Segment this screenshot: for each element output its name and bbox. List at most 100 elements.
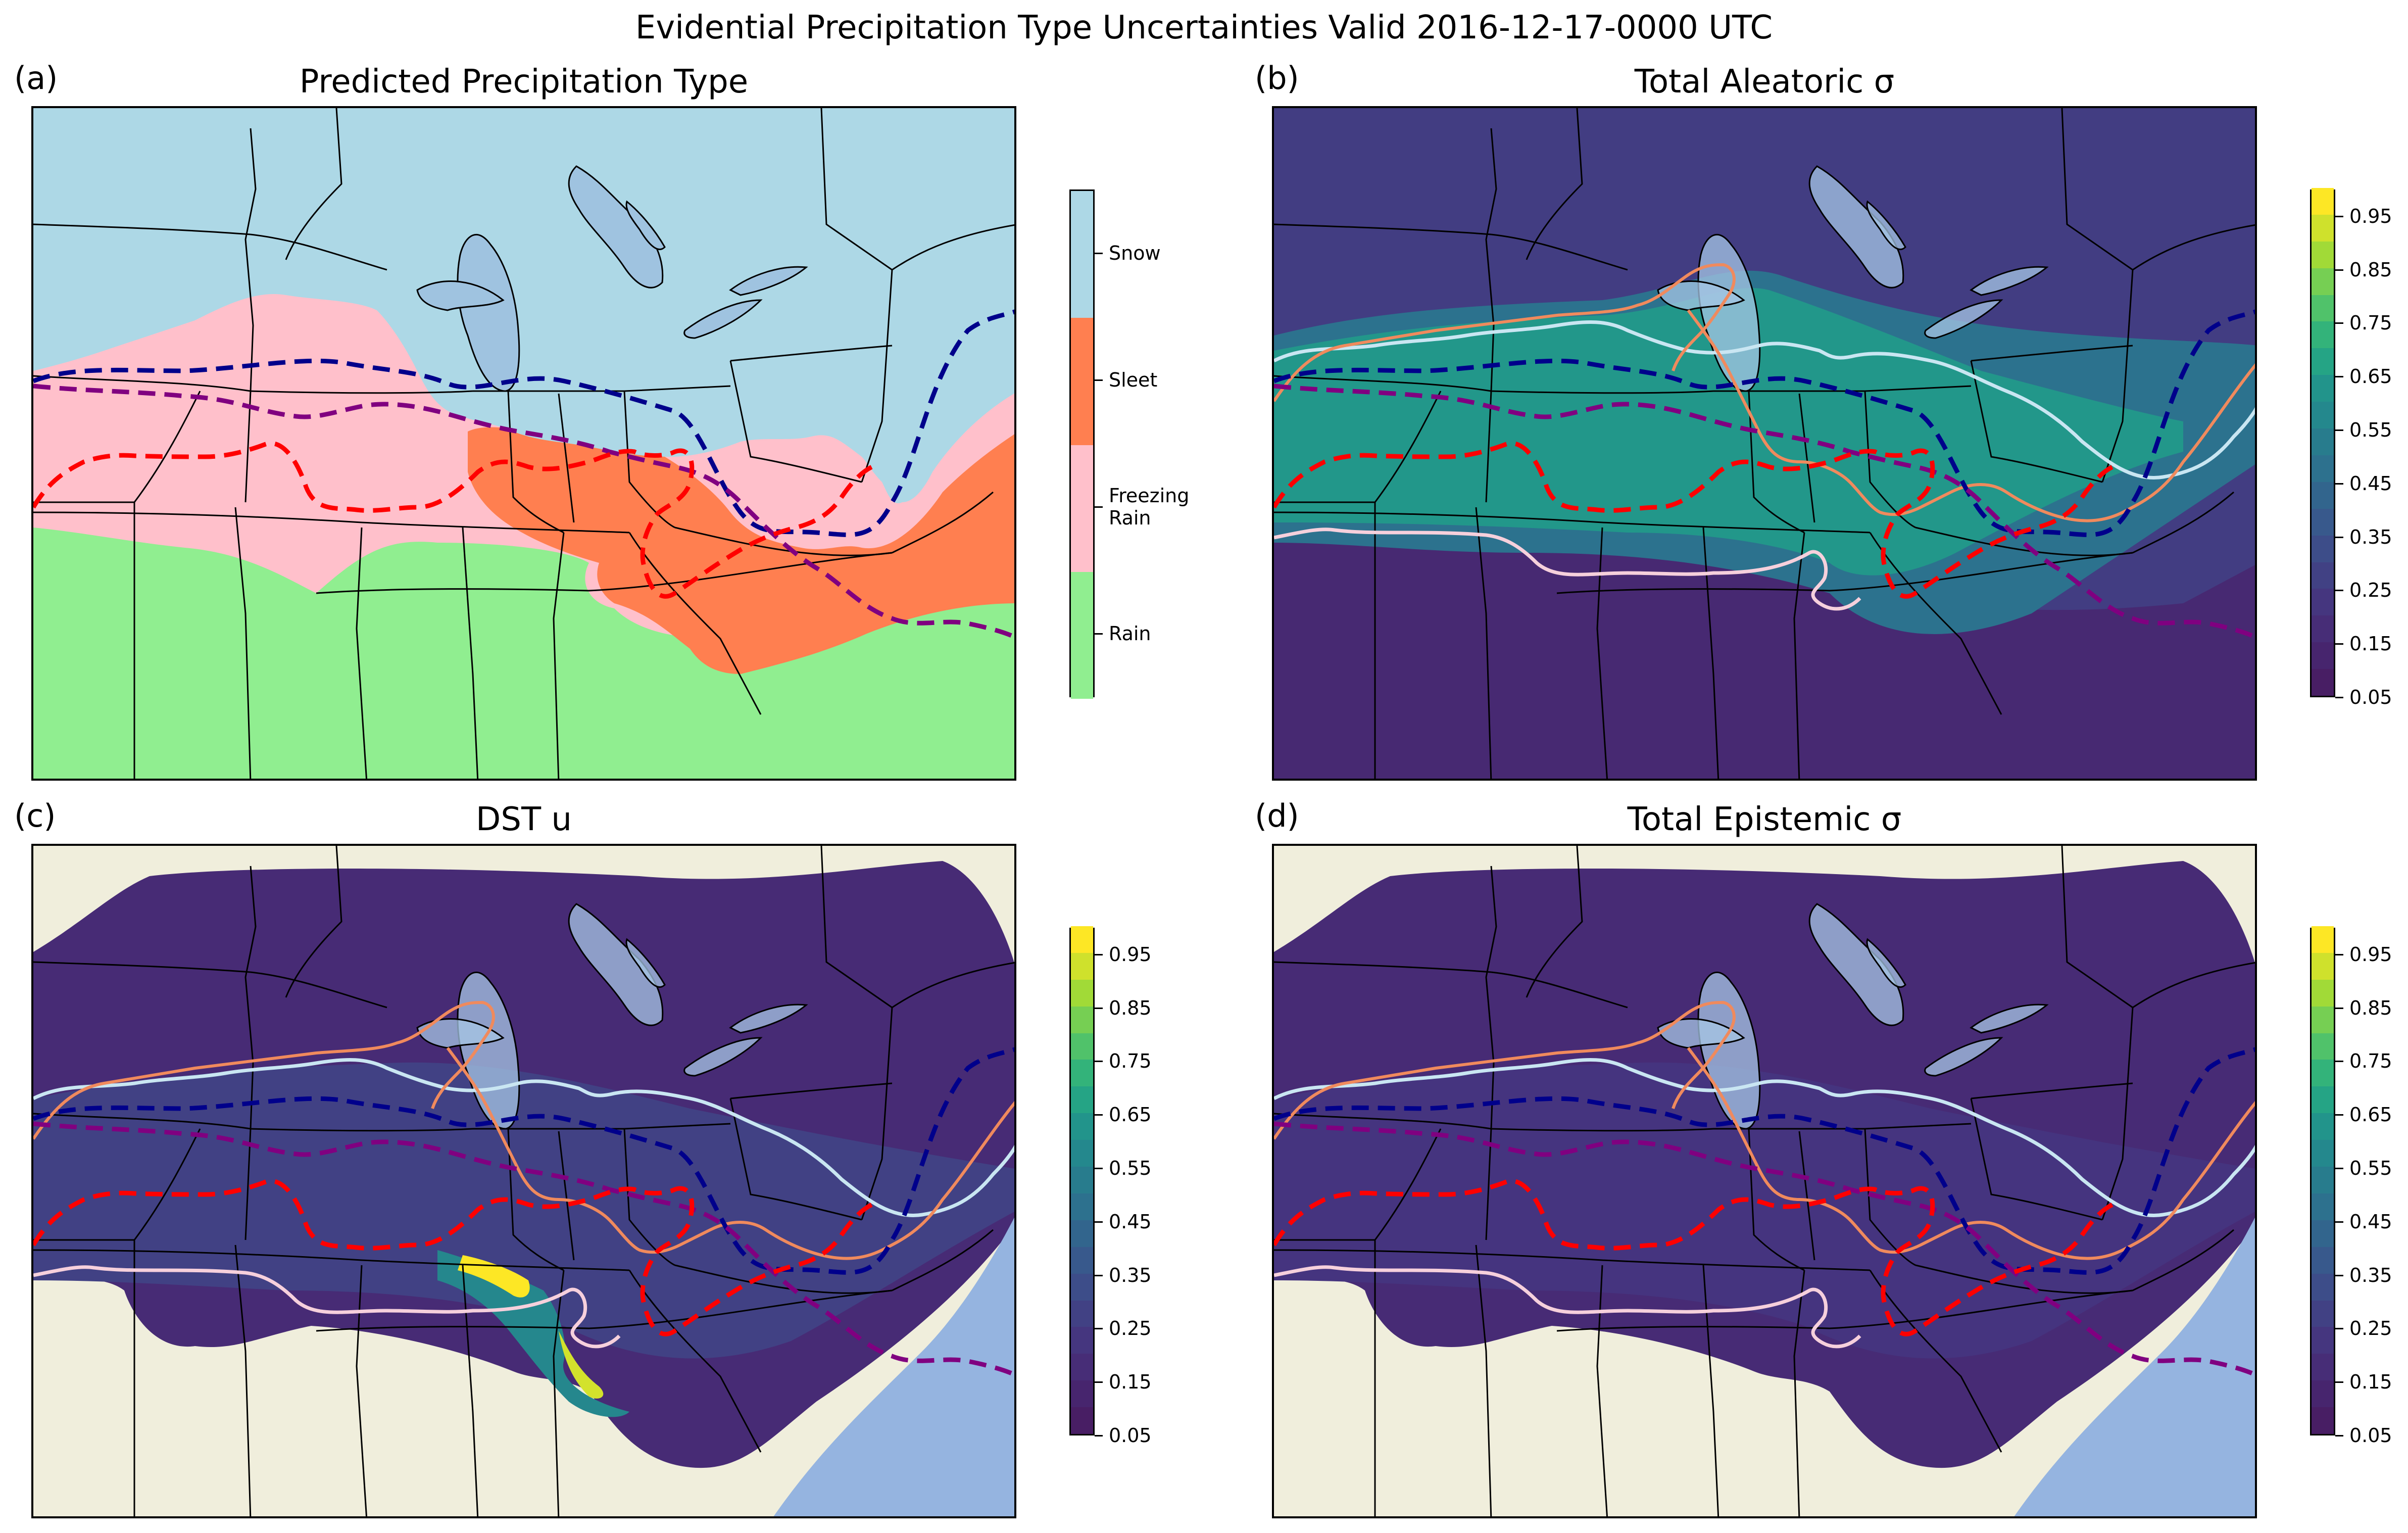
colorbar-segment-snow bbox=[1071, 191, 1093, 318]
state-boundary bbox=[1864, 1128, 1916, 1266]
panel-a-map bbox=[31, 106, 1016, 781]
colorbar-tick-label: 0.15 bbox=[1109, 1371, 1152, 1394]
colorbar-tick-label: 0.85 bbox=[2349, 258, 2392, 281]
great-lake bbox=[625, 200, 666, 251]
state-boundary bbox=[1702, 1265, 1719, 1516]
sleet-boundary-line bbox=[1274, 1000, 1736, 1140]
state-boundary bbox=[892, 491, 994, 554]
state-boundary bbox=[1556, 552, 2133, 594]
state-boundary bbox=[861, 269, 893, 483]
colorbar-level bbox=[2312, 241, 2334, 268]
colorbar-level bbox=[2312, 1006, 2334, 1033]
panel-b-title: Total Aleatoric σ bbox=[1634, 63, 1895, 101]
colorbar-level bbox=[2312, 295, 2334, 322]
great-lake bbox=[457, 233, 520, 392]
epistemic-field-map bbox=[1274, 846, 2255, 1516]
colorbar-level bbox=[2312, 1139, 2334, 1167]
freezing-rain-boundary-line bbox=[1274, 1265, 1861, 1349]
great-lake bbox=[1924, 1037, 2003, 1077]
state-boundary bbox=[2061, 846, 2133, 1009]
colorbar-tick-label: 0.45 bbox=[2349, 1210, 2392, 1233]
colorbar-level bbox=[1071, 979, 1093, 1007]
freezing-line-navy bbox=[33, 1047, 1014, 1275]
panel-d-title: Total Epistemic σ bbox=[1627, 801, 1902, 838]
colorbar-level bbox=[1071, 1380, 1093, 1408]
state-boundary bbox=[1970, 1098, 2103, 1221]
colorbar-level bbox=[2312, 348, 2334, 375]
state-boundary bbox=[729, 1098, 862, 1221]
panel-c-title: DST u bbox=[476, 801, 572, 838]
great-lake bbox=[683, 299, 763, 339]
great-lake bbox=[1866, 938, 1906, 988]
colorbar-category-label: Rain bbox=[1109, 622, 1151, 645]
panel-c-letter: (c) bbox=[14, 797, 56, 834]
aleatoric-field-map bbox=[1274, 108, 2255, 779]
state-boundary bbox=[1702, 527, 1719, 779]
state-boundary bbox=[1793, 532, 1805, 779]
state-boundary bbox=[1374, 1128, 1442, 1240]
state-boundary bbox=[2132, 224, 2255, 271]
atlantic-ocean bbox=[2014, 1217, 2255, 1516]
freezing-line-purple bbox=[33, 1121, 1014, 1377]
state-boundary bbox=[623, 391, 675, 529]
colorbar-level bbox=[1071, 1059, 1093, 1087]
colorbar-level bbox=[2312, 979, 2334, 1007]
state-boundary bbox=[1274, 511, 1871, 534]
uncertainty-field-high bbox=[437, 1250, 629, 1417]
state-boundary bbox=[244, 866, 257, 1240]
state-boundary bbox=[234, 507, 252, 779]
colorbar-tick-label: 0.35 bbox=[2349, 525, 2392, 548]
great-lake bbox=[416, 280, 505, 311]
colorbar-level bbox=[2312, 1033, 2334, 1060]
state-boundary bbox=[356, 527, 367, 779]
panel-a-title: Predicted Precipitation Type bbox=[299, 63, 749, 101]
state-boundary bbox=[892, 1229, 994, 1291]
state-boundary bbox=[1526, 108, 1583, 260]
aleatoric-colorbar bbox=[2310, 187, 2335, 697]
dst-field-map bbox=[33, 846, 1014, 1516]
state-boundary bbox=[234, 1244, 252, 1516]
great-lake bbox=[729, 266, 808, 296]
state-boundary bbox=[33, 1249, 630, 1271]
freezing-line-purple bbox=[1274, 1121, 2255, 1377]
great-lake bbox=[1697, 233, 1761, 392]
colorbar-level bbox=[1071, 1033, 1093, 1060]
colorbar-tick-label: 0.35 bbox=[1109, 1264, 1152, 1286]
state-boundary bbox=[1274, 1249, 1871, 1271]
state-boundary bbox=[1491, 233, 1628, 271]
uncertainty-peak bbox=[559, 1331, 604, 1399]
colorbar-level bbox=[1071, 1353, 1093, 1381]
state-boundary bbox=[1798, 393, 1815, 523]
state-boundary bbox=[33, 223, 251, 235]
state-boundary bbox=[558, 393, 575, 523]
colorbar-tick-label: 0.75 bbox=[2349, 1050, 2392, 1073]
freezing-rain-boundary-line bbox=[1274, 528, 1861, 611]
state-boundary bbox=[356, 1265, 367, 1516]
freezing-line-red bbox=[1274, 441, 2114, 599]
freezing-line-red bbox=[1274, 1178, 2114, 1336]
dst-colorbar bbox=[1069, 926, 1095, 1435]
colorbar-level bbox=[1071, 952, 1093, 980]
state-boundary bbox=[133, 1128, 201, 1240]
colorbar-tick-label: 0.95 bbox=[1109, 943, 1152, 966]
colorbar-level bbox=[2312, 1247, 2334, 1274]
colorbar-level bbox=[2312, 214, 2334, 242]
freezing-rain-boundary-line bbox=[33, 1265, 621, 1349]
colorbar-tick-label: 0.55 bbox=[1109, 1157, 1152, 1180]
colorbar-tick-label: 0.95 bbox=[2349, 943, 2392, 966]
colorbar-level bbox=[2312, 535, 2334, 562]
great-lake bbox=[1924, 299, 2003, 339]
state-boundary bbox=[33, 511, 630, 534]
state-boundary bbox=[1970, 360, 2103, 483]
state-boundary bbox=[1475, 507, 1492, 779]
panel-a-letter: (a) bbox=[14, 60, 58, 97]
state-boundary bbox=[820, 108, 893, 271]
colorbar-level bbox=[2312, 428, 2334, 455]
colorbar-level bbox=[2312, 1380, 2334, 1408]
state-boundary bbox=[1485, 128, 1497, 503]
great-lake bbox=[1970, 1003, 2049, 1034]
colorbar-level bbox=[1071, 1407, 1093, 1434]
state-boundary bbox=[1971, 1082, 2133, 1099]
state-boundary bbox=[1274, 223, 1492, 235]
colorbar-level bbox=[2312, 1326, 2334, 1354]
